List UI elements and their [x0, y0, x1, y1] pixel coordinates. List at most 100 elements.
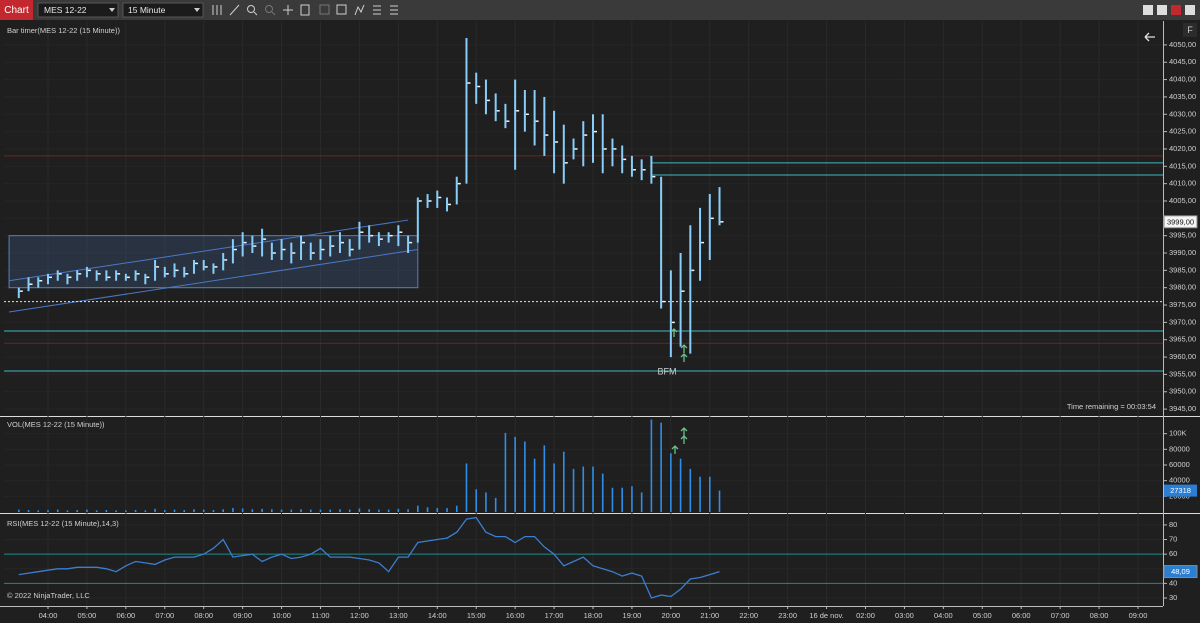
volume-bar — [679, 458, 682, 512]
x-tick-label: 11:00 — [311, 611, 329, 620]
x-tick-label: 07:00 — [155, 611, 174, 620]
x-tick-label: 20:00 — [661, 611, 680, 620]
current-value-label: 48,09 — [1171, 567, 1190, 576]
volume-bar — [436, 508, 439, 512]
volume-bar — [183, 510, 186, 512]
volume-bar — [18, 509, 20, 512]
volume-bar — [640, 492, 643, 512]
x-tick-label: 02:00 — [856, 611, 875, 620]
volume-bar — [504, 432, 507, 512]
dropdown-arrow — [109, 8, 115, 12]
chart-tab[interactable] — [0, 0, 33, 20]
instrument-label[interactable]: MES 12-22 — [44, 5, 87, 15]
drawing-box — [8, 235, 419, 289]
volume-bar — [689, 468, 692, 512]
volume-bar — [144, 510, 147, 512]
y-tick-label: 40000 — [1169, 476, 1190, 485]
current-value-box — [1163, 565, 1198, 579]
minimize-button[interactable] — [1143, 5, 1153, 15]
volume-bar — [309, 509, 312, 512]
x-tick-label: 18:00 — [584, 611, 603, 620]
signal-label: BFM — [658, 366, 677, 376]
interval-label[interactable]: 15 Minute — [128, 5, 166, 15]
volume-bar — [134, 510, 137, 512]
volume-bar — [271, 509, 273, 512]
volume-bar — [105, 510, 108, 512]
y-tick-label: 80 — [1169, 520, 1177, 529]
volume-bar — [222, 509, 224, 512]
volume-bar — [592, 466, 594, 512]
back-arrow[interactable] — [1144, 32, 1155, 42]
time-remaining: Time remaining = 00:03:54 — [1067, 402, 1156, 411]
volume-bar — [446, 508, 448, 512]
volume-bar — [708, 476, 711, 512]
volume-bar — [358, 508, 361, 512]
y-tick-label: 60 — [1169, 549, 1177, 558]
volume-bar — [27, 510, 30, 512]
tab-label[interactable]: Chart — [4, 5, 29, 16]
interval-select[interactable] — [122, 2, 204, 18]
volume-bar — [455, 505, 458, 512]
volume-bar — [426, 507, 429, 512]
volume-bar — [95, 510, 98, 512]
toolbar-icons[interactable] — [212, 4, 398, 16]
volume-bar — [232, 508, 234, 512]
volume-bar — [115, 510, 117, 512]
close-button[interactable] — [1171, 5, 1181, 15]
volume-bar — [125, 510, 127, 512]
restore-button[interactable] — [1185, 5, 1195, 15]
volume-bar — [407, 509, 409, 512]
y-tick-label: 40 — [1169, 578, 1177, 587]
volume-bar — [163, 510, 166, 512]
y-tick-label: 4010,00 — [1169, 179, 1196, 188]
y-tick-label: 3965,00 — [1169, 335, 1196, 344]
volume-bar — [650, 419, 653, 512]
y-tick-label: 4035,00 — [1169, 92, 1196, 101]
volume-bar — [572, 468, 575, 512]
side-tab-label[interactable]: F — [1187, 25, 1193, 35]
x-tick-label: 16 de nov. — [809, 611, 843, 620]
panel-title: Bar timer(MES 12-22 (15 Minute)) — [7, 26, 120, 35]
maximize-button[interactable] — [1157, 5, 1167, 15]
y-tick-label: 3975,00 — [1169, 300, 1196, 309]
volume-bar — [47, 510, 49, 512]
side-tab[interactable] — [1183, 23, 1197, 37]
volume-bar — [699, 476, 701, 512]
panel-title: VOL(MES 12-22 (15 Minute)) — [7, 420, 105, 429]
y-tick-label: 3950,00 — [1169, 387, 1196, 396]
volume-bar — [86, 509, 88, 512]
y-tick-label: 4030,00 — [1169, 109, 1196, 118]
window-buttons[interactable] — [1143, 5, 1195, 15]
volume-bar — [524, 441, 526, 512]
x-tick-label: 23:00 — [778, 611, 797, 620]
volume-bar — [631, 486, 633, 512]
x-tick-label: 08:00 — [194, 611, 213, 620]
y-tick-label: 3985,00 — [1169, 265, 1196, 274]
volume-bar — [601, 473, 604, 512]
x-tick-label: 05:00 — [78, 611, 97, 620]
volume-bar — [241, 508, 244, 512]
dropdown-arrow — [194, 8, 200, 12]
current-value-label: 27318 — [1170, 486, 1191, 495]
volume-bar — [660, 422, 662, 512]
volume-bar — [76, 510, 78, 512]
trend-line — [8, 219, 409, 282]
volume-bar — [154, 508, 156, 512]
volume-bar — [611, 487, 614, 512]
y-tick-label: 4040,00 — [1169, 75, 1196, 84]
x-tick-label: 03:00 — [895, 611, 914, 620]
x-tick-label: 17:00 — [545, 611, 564, 620]
volume-bar — [251, 509, 254, 512]
volume-bar — [37, 510, 40, 512]
volume-bar — [485, 492, 487, 512]
copyright: © 2022 NinjaTrader, LLC — [7, 591, 90, 600]
current-value-label: 3999,00 — [1167, 217, 1194, 226]
y-tick-label: 100K — [1169, 429, 1187, 438]
volume-bar — [290, 509, 293, 512]
x-tick-label: 09:00 — [1129, 611, 1148, 620]
instrument-select[interactable] — [37, 2, 119, 18]
x-tick-label: 05:00 — [973, 611, 992, 620]
y-tick-label: 30 — [1169, 593, 1177, 602]
